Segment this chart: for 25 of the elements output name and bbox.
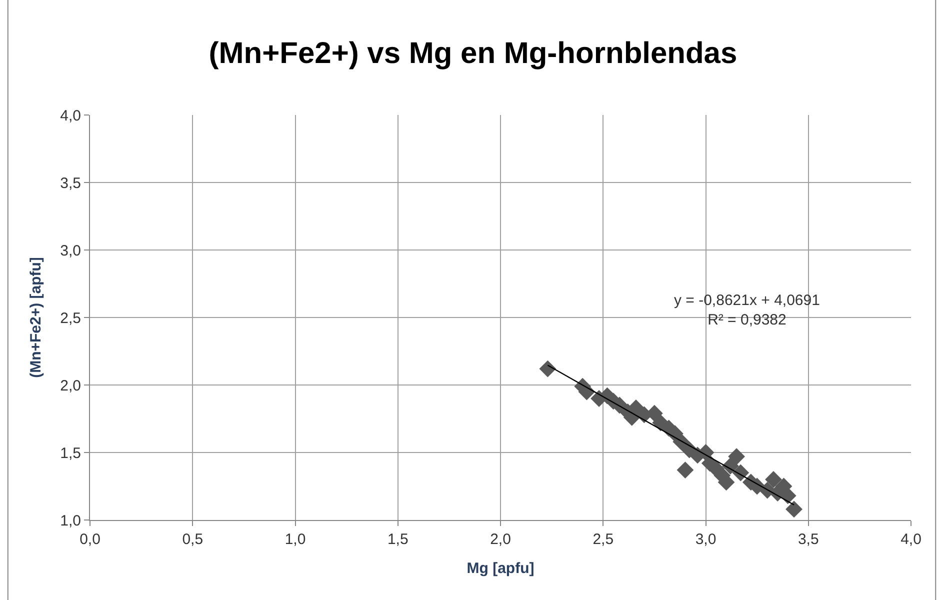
point (765, 471, 782, 488)
x-tick-label: 1,0 (284, 531, 306, 548)
y-tick-label: 4,0 (60, 107, 81, 124)
x-tick-label: 2,0 (490, 531, 511, 548)
point (786, 500, 802, 518)
x-tick-label: 0,5 (182, 531, 204, 548)
y-tick-label: 1,5 (60, 444, 81, 462)
y-axis-title: (Mn+Fe2+) [apfu] (27, 257, 44, 378)
y-tick-label: 1,0 (60, 512, 81, 530)
point (539, 360, 556, 378)
x-tick-label: 3,5 (798, 531, 819, 548)
y-tick-label: 2,5 (60, 310, 81, 327)
chart-title: (Mn+Fe2+) vs Mg en Mg-hornblendas (208, 37, 738, 70)
x-tick-label: 2,5 (592, 531, 614, 548)
x-axis-title: Mg [apfu] (466, 560, 534, 577)
y-tick-label: 3,0 (60, 242, 81, 260)
y-tick-label: 3,5 (60, 174, 81, 192)
point (676, 462, 694, 478)
point (728, 448, 745, 465)
x-tick-label: 3,0 (695, 531, 716, 548)
x-tick-label: 0,0 (80, 531, 100, 548)
x-tick-label: 4,0 (900, 531, 922, 548)
x-tick-label: 1,5 (387, 531, 408, 548)
annotation: y = -0,8621x + 4,0691 R² = 0,9382 (674, 292, 820, 328)
y-tick-label: 2,0 (60, 377, 81, 394)
